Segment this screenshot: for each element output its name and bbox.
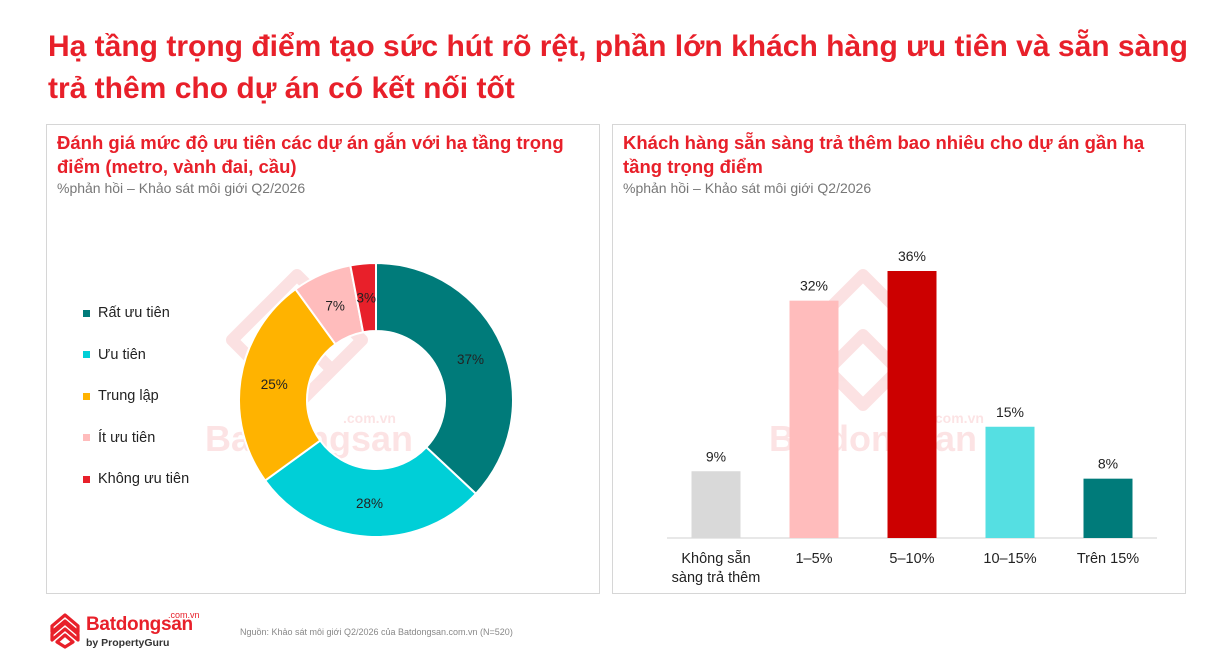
donut-slice: [238, 287, 337, 482]
bar-data-label: 36%: [898, 248, 926, 264]
bar-chart-subtitle: %phản hồi – Khảo sát môi giới Q2/2026: [623, 180, 872, 196]
bar: [887, 271, 937, 538]
brand-logo: Batdongsan .com.vn by PropertyGuru: [48, 610, 208, 654]
donut-data-label: 37%: [457, 352, 484, 367]
legend-label: Ít ưu tiên: [98, 429, 156, 446]
legend-item: Không ưu tiên: [83, 469, 189, 489]
source-note: Nguồn: Khảo sát môi giới Q2/2026 của Bat…: [240, 627, 513, 637]
donut-slice: [375, 261, 514, 496]
x-tick-label: 10–15%: [983, 551, 1036, 567]
x-tick-label: 5–10%: [889, 551, 934, 567]
legend-swatch: [83, 392, 90, 400]
legend-item: Rất ưu tiên: [83, 303, 170, 323]
donut-data-label: 28%: [356, 496, 383, 511]
donut-data-label: 25%: [261, 377, 288, 392]
bar: [691, 471, 741, 538]
legend-swatch: [83, 475, 90, 483]
page-title: Hạ tầng trọng điểm tạo sức hút rõ rệt, p…: [48, 30, 1188, 105]
bar-chart-panel: Khách hàng sẵn sàng trả thêm bao nhiêu c…: [612, 124, 1186, 594]
donut-slice: [263, 439, 478, 538]
legend-label: Rất ưu tiên: [98, 305, 170, 321]
bar-data-label: 32%: [800, 278, 828, 294]
donut-data-label: 7%: [325, 298, 345, 313]
bar-chart: 9% Không sẵn sàng trả thêm 32% 1–5% 36% 5–10% 1…: [667, 248, 1157, 586]
legend-item: Ưu tiên: [83, 345, 146, 365]
legend-item: Ít ưu tiên: [83, 428, 155, 448]
legend-label: Không ưu tiên: [98, 471, 190, 487]
bar: [1083, 478, 1133, 538]
donut-chart-title: Đánh giá mức độ ưu tiên các dự án gắn vớ…: [57, 132, 564, 177]
legend-label: Ưu tiên: [98, 346, 146, 363]
brand-logo-text: Batdongsan: [86, 614, 193, 635]
legend-swatch: [83, 351, 90, 358]
bar-chart-title: Khách hàng sẵn sàng trả thêm bao nhiêu c…: [623, 132, 1145, 177]
legend-label: Trung lập: [98, 388, 159, 404]
donut-data-label: 3%: [357, 290, 377, 305]
x-tick-label: 1–5%: [795, 551, 832, 567]
legend-swatch: [83, 309, 90, 317]
watermark-domain: .com.vn: [931, 410, 984, 426]
brand-logo-byline: by PropertyGuru: [86, 637, 170, 649]
donut-chart: 37% 28% 25% 7% 3%: [238, 261, 514, 538]
x-tick-label: Không sẵn: [681, 550, 750, 567]
bar: [985, 426, 1035, 538]
donut-chart-subtitle: %phản hồi – Khảo sát môi giới Q2/2026: [57, 180, 306, 196]
bar-data-label: 15%: [996, 404, 1024, 420]
watermark-domain: .com.vn: [343, 410, 396, 426]
x-tick-label: sàng trả thêm: [672, 570, 761, 586]
donut-chart-panel: Đánh giá mức độ ưu tiên các dự án gắn vớ…: [46, 124, 600, 594]
brand-logo-icon: [50, 613, 80, 649]
bar: [789, 300, 839, 538]
bar-data-label: 9%: [706, 448, 726, 464]
legend-swatch: [83, 434, 90, 441]
bar-data-label: 8%: [1098, 456, 1118, 472]
legend-item: Trung lập: [83, 386, 159, 406]
donut-slice: [349, 261, 377, 334]
x-tick-label: Trên 15%: [1077, 551, 1139, 567]
brand-logo-domain: .com.vn: [168, 610, 200, 620]
